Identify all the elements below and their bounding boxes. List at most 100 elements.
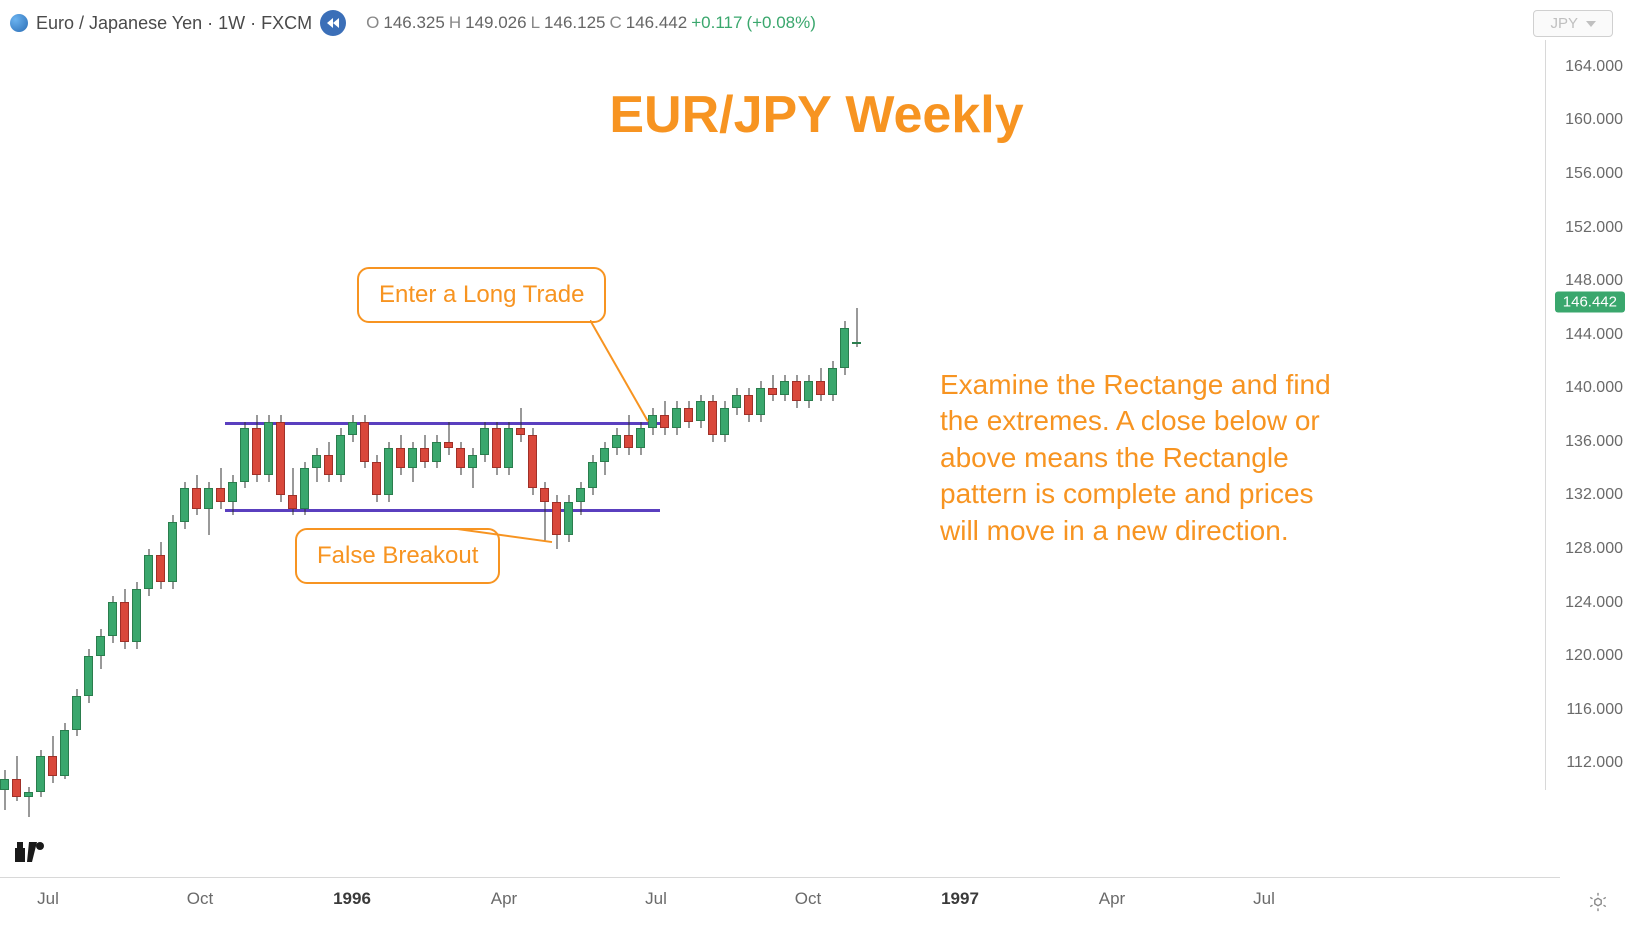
candle: [828, 361, 837, 401]
y-tick: 116.000: [1566, 701, 1623, 719]
y-tick: 112.000: [1566, 754, 1623, 772]
candle: [768, 375, 777, 402]
callout-false-connector: [450, 528, 554, 544]
candle: [324, 442, 333, 482]
candle: [756, 381, 765, 421]
candle: [732, 388, 741, 415]
candle: [24, 787, 33, 816]
candle: [804, 375, 813, 408]
y-tick: 152.000: [1565, 219, 1623, 237]
y-tick: 140.000: [1565, 379, 1623, 397]
candle: [204, 482, 213, 536]
candle: [816, 368, 825, 401]
x-tick: Jul: [37, 889, 59, 909]
candle: [720, 401, 729, 441]
candle: [144, 549, 153, 596]
settings-icon[interactable]: [1587, 891, 1609, 913]
candle: [288, 468, 297, 515]
candle: [264, 415, 273, 482]
y-tick: 124.000: [1565, 594, 1623, 612]
x-tick: Apr: [1099, 889, 1125, 909]
y-tick: 148.000: [1565, 272, 1623, 290]
last-price-badge: 146.442: [1555, 291, 1625, 312]
y-tick: 164.000: [1565, 58, 1623, 76]
y-tick: 160.000: [1565, 111, 1623, 129]
time-axis: Jul Oct 1996 Apr Jul Oct 1997 Apr Jul: [0, 877, 1560, 927]
candle: [96, 629, 105, 669]
candle: [60, 723, 69, 779]
x-tick: Jul: [1253, 889, 1275, 909]
candle: [348, 415, 357, 442]
candle: [396, 435, 405, 475]
candle: [516, 408, 525, 441]
candle: [336, 428, 345, 482]
candle: [108, 596, 117, 643]
candle: [84, 649, 93, 703]
y-tick: 132.000: [1565, 486, 1623, 504]
candle: [840, 321, 849, 375]
x-tick: Jul: [645, 889, 667, 909]
candle: [564, 495, 573, 542]
candle: [612, 428, 621, 455]
candle: [672, 401, 681, 434]
y-tick: 144.000: [1565, 326, 1623, 344]
candle: [384, 442, 393, 502]
candle: [444, 422, 453, 455]
back-button[interactable]: [320, 10, 346, 36]
x-tick: Oct: [795, 889, 821, 909]
tv-logo: [15, 841, 45, 869]
candle: [852, 308, 861, 347]
callout-long-connector: [590, 320, 650, 424]
candle: [588, 455, 597, 495]
candle: [12, 756, 21, 800]
candle: [636, 422, 645, 455]
currency-selector[interactable]: JPY: [1533, 10, 1613, 37]
y-tick: 136.000: [1565, 433, 1623, 451]
candle: [48, 736, 57, 783]
ohlc-readout: O146.325 H149.026 L146.125 C146.442 +0.1…: [366, 13, 816, 33]
candle: [228, 475, 237, 515]
candle: [468, 448, 477, 488]
candle: [420, 435, 429, 468]
candle: [72, 689, 81, 736]
candle: [708, 395, 717, 442]
candle: [480, 422, 489, 462]
price-axis: 164.000 160.000 156.000 152.000 148.000 144.0…: [1545, 40, 1633, 790]
symbol-icon: [10, 14, 28, 32]
candle: [240, 422, 249, 489]
candle: [744, 388, 753, 421]
x-tick: Oct: [187, 889, 213, 909]
candle: [252, 415, 261, 482]
candle: [216, 468, 225, 508]
candle: [360, 415, 369, 469]
candle: [372, 455, 381, 502]
candle: [780, 375, 789, 402]
x-tick: Apr: [491, 889, 517, 909]
candle: [120, 589, 129, 649]
candle: [36, 750, 45, 797]
candle: [792, 375, 801, 408]
candle: [300, 462, 309, 516]
candle: [432, 435, 441, 468]
chart-header: Euro / Japanese Yen · 1W · FXCM O146.325…: [10, 10, 816, 36]
candle: [660, 401, 669, 434]
candle: [576, 482, 585, 515]
candle: [456, 442, 465, 475]
candle: [504, 422, 513, 476]
x-tick: 1996: [333, 889, 371, 909]
y-tick: 120.000: [1565, 647, 1623, 665]
candle: [696, 395, 705, 428]
candle: [312, 448, 321, 481]
y-tick: 156.000: [1565, 165, 1623, 183]
candle: [600, 442, 609, 475]
symbol-title: Euro / Japanese Yen · 1W · FXCM: [36, 13, 312, 34]
candle: [168, 515, 177, 589]
candle: [684, 401, 693, 428]
x-tick: 1997: [941, 889, 979, 909]
candle: [132, 582, 141, 649]
explanation-text: Examine the Rectange and find the extrem…: [940, 367, 1350, 549]
candle: [492, 422, 501, 476]
callout-long-trade: Enter a Long Trade: [357, 267, 606, 323]
candle: [528, 428, 537, 495]
candle: [408, 442, 417, 482]
